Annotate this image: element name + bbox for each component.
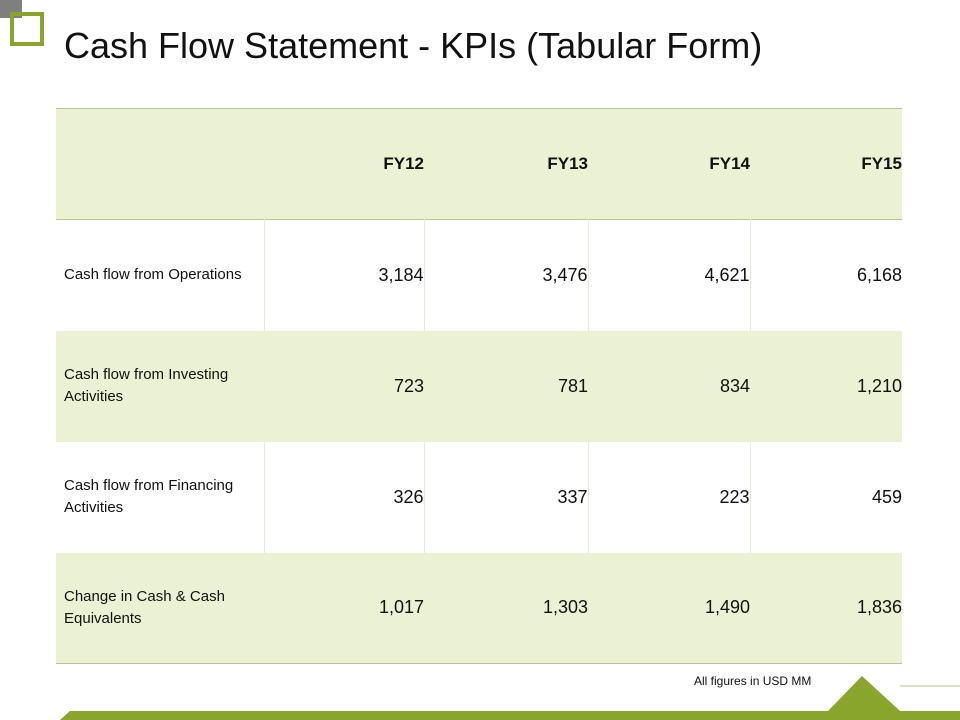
table-row-investing: Cash flow from Investing Activities 723 … (56, 330, 902, 442)
table-row-operations: Cash flow from Operations 3,184 3,476 4,… (56, 219, 902, 331)
table-cell: 4,621 (587, 219, 750, 331)
table-cell: 781 (557, 375, 588, 396)
table-cell: 834 (719, 375, 750, 396)
column-header-blank (56, 109, 264, 220)
table-row-change-in-cash: Change in Cash & Cash Equivalents 1,017 … (56, 552, 902, 664)
row-label: Cash flow from Financing Activities (64, 477, 234, 516)
row-label: Cash flow from Operations (64, 266, 242, 284)
table-cell: 6,168 (749, 219, 902, 331)
table-row-financing: Cash flow from Financing Activities 326 … (56, 441, 902, 553)
table-cell: 223 (587, 441, 750, 553)
table-cell: 1,490 (704, 597, 750, 618)
table-header-row: FY12 FY13 FY14 FY15 (56, 108, 902, 220)
table-cell: 1,017 (378, 597, 424, 618)
table-cell: 3,476 (423, 219, 588, 331)
table-cell: 1,210 (856, 375, 902, 396)
footer-bar-shape (60, 711, 960, 720)
row-label: Cash flow from Investing Activities (64, 366, 229, 405)
kpi-table: FY12 FY13 FY14 FY15 Cash flow from Opera… (56, 108, 902, 664)
units-footnote: All figures in USD MM (694, 674, 812, 688)
column-header-fy13: FY13 (547, 154, 588, 173)
column-header-fy12: FY12 (383, 154, 424, 173)
footer-triangle-shape (828, 676, 900, 711)
table-cell: 459 (749, 441, 902, 553)
row-label: Change in Cash & Cash Equivalents (64, 587, 225, 627)
table-cell: 337 (423, 441, 588, 553)
table-cell: 1,303 (542, 597, 588, 618)
table-cell: 326 (263, 441, 424, 553)
column-header-fy15: FY15 (861, 154, 902, 173)
page-title: Cash Flow Statement - KPIs (Tabular Form… (64, 25, 763, 66)
table-cell: 3,184 (263, 219, 424, 331)
table-cell: 1,836 (856, 597, 902, 618)
square-outline-icon (10, 12, 44, 46)
column-header-fy14: FY14 (709, 154, 750, 173)
table-cell: 723 (393, 375, 424, 396)
